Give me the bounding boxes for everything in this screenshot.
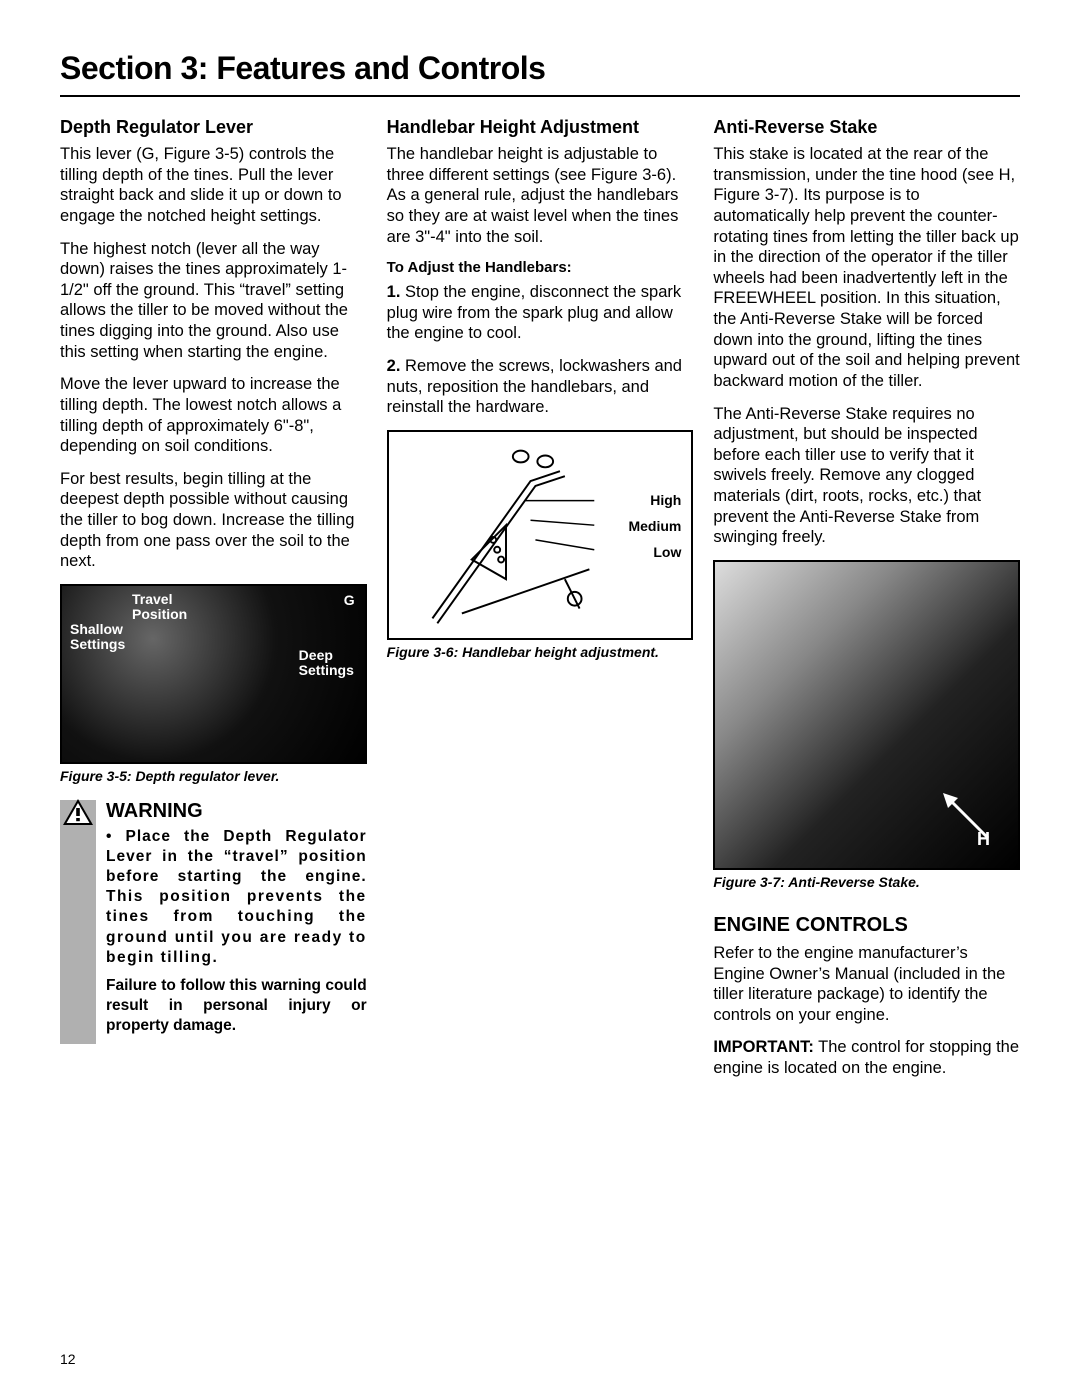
warning-bullet: • Place the Depth Regulator Lever in the… bbox=[106, 827, 367, 968]
paragraph: The handlebar height is adjustable to th… bbox=[387, 144, 694, 247]
paragraph: For best results, begin tilling at the d… bbox=[60, 469, 367, 572]
figure-3-5: Travel Position G Shallow Settings Deep … bbox=[60, 584, 367, 764]
warning-content: WARNING • Place the Depth Regulator Leve… bbox=[106, 800, 367, 1044]
column-2: Handlebar Height Adjustment The handleba… bbox=[387, 117, 694, 1091]
heading-engine-controls: ENGINE CONTROLS bbox=[713, 914, 1020, 937]
label-h: H bbox=[977, 829, 990, 850]
figure-3-6-caption: Figure 3-6: Handlebar height adjustment. bbox=[387, 644, 694, 660]
label-high: High bbox=[650, 492, 681, 508]
label-shallow-settings: Shallow Settings bbox=[70, 622, 130, 653]
column-3: Anti-Reverse Stake This stake is located… bbox=[713, 117, 1020, 1091]
warning-heading: WARNING bbox=[106, 800, 367, 823]
paragraph: Move the lever upward to increase the ti… bbox=[60, 374, 367, 457]
warning-triangle-icon bbox=[62, 798, 94, 826]
figure-3-7: H bbox=[713, 560, 1020, 870]
heading-depth-regulator: Depth Regulator Lever bbox=[60, 117, 367, 138]
step-1: 1. Stop the engine, disconnect the spark… bbox=[387, 282, 694, 344]
important-label: IMPORTANT: bbox=[713, 1038, 814, 1056]
warning-sidebar bbox=[60, 800, 96, 1044]
figure-3-5-caption: Figure 3-5: Depth regulator lever. bbox=[60, 768, 367, 784]
section-title: Section 3: Features and Controls bbox=[60, 50, 1020, 97]
label-low: Low bbox=[653, 544, 681, 560]
label-deep-settings: Deep Settings bbox=[299, 648, 357, 679]
heading-anti-reverse: Anti-Reverse Stake bbox=[713, 117, 1020, 138]
step-2: 2. Remove the screws, lockwashers and nu… bbox=[387, 356, 694, 418]
paragraph: The Anti-Reverse Stake requires no adjus… bbox=[713, 404, 1020, 548]
content-columns: Depth Regulator Lever This lever (G, Fig… bbox=[60, 117, 1020, 1091]
warning-consequence: Failure to follow this warning could res… bbox=[106, 976, 367, 1036]
paragraph: This lever (G, Figure 3-5) controls the … bbox=[60, 144, 367, 227]
heading-to-adjust: To Adjust the Handlebars: bbox=[387, 259, 694, 276]
label-medium: Medium bbox=[628, 518, 681, 534]
label-g: G bbox=[344, 592, 355, 608]
warning-bullet-text-b: This position prevents the tines from to… bbox=[106, 888, 367, 965]
figure-3-6-drawing bbox=[389, 432, 692, 638]
label-travel-position: Travel Position bbox=[132, 592, 192, 623]
figure-3-6: High Medium Low bbox=[387, 430, 694, 640]
paragraph: The highest notch (lever all the way dow… bbox=[60, 239, 367, 363]
heading-handlebar-adjust: Handlebar Height Adjustment bbox=[387, 117, 694, 138]
paragraph: Refer to the engine manufacturer’s Engin… bbox=[713, 943, 1020, 1026]
paragraph-important: IMPORTANT: The control for stopping the … bbox=[713, 1037, 1020, 1078]
column-1: Depth Regulator Lever This lever (G, Fig… bbox=[60, 117, 367, 1091]
paragraph: This stake is located at the rear of the… bbox=[713, 144, 1020, 392]
figure-3-7-caption: Figure 3-7: Anti-Reverse Stake. bbox=[713, 874, 1020, 890]
warning-bullet-text-a: • Place the Depth Regulator Lever in the… bbox=[106, 828, 367, 885]
warning-block: WARNING • Place the Depth Regulator Leve… bbox=[60, 800, 367, 1044]
page-number: 12 bbox=[60, 1351, 76, 1367]
